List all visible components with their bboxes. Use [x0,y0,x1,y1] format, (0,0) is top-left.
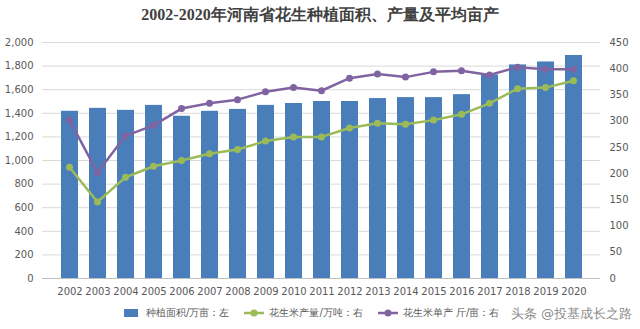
svg-text:200: 200 [610,168,629,179]
svg-text:1,200: 1,200 [5,131,34,142]
svg-text:1,800: 1,800 [5,60,34,71]
svg-text:2012: 2012 [337,286,362,297]
svg-text:2017: 2017 [477,286,502,297]
svg-text:2002: 2002 [57,286,82,297]
svg-text:2007: 2007 [197,286,222,297]
svg-text:400: 400 [610,63,629,74]
svg-text:2009: 2009 [253,286,278,297]
svg-text:600: 600 [14,202,33,213]
svg-text:0: 0 [27,273,33,284]
html-text:2002-2020年河南省花生种植面积、产量及平均亩产: 2002-2020年河南省花生种植面积、产量及平均亩产 [141,6,499,23]
html-text:花生米产量/万吨：右: 花生米产量/万吨：右 [269,307,363,318]
svg-text:1,600: 1,600 [5,84,34,95]
svg-text:300: 300 [610,115,629,126]
svg-text:2010: 2010 [281,286,306,297]
svg-text:350: 350 [610,89,629,100]
html-text:头条 @投基成长之路: 头条 @投基成长之路 [510,306,632,321]
svg-text:2014: 2014 [393,286,418,297]
svg-text:1,400: 1,400 [5,108,34,119]
svg-text:2015: 2015 [421,286,446,297]
svg-text:2003: 2003 [85,286,110,297]
svg-text:50: 50 [610,246,623,257]
svg-text:2011: 2011 [309,286,334,297]
svg-text:200: 200 [14,249,33,260]
svg-text:2018: 2018 [505,286,530,297]
svg-text:250: 250 [610,142,629,153]
svg-text:800: 800 [14,178,33,189]
svg-text:150: 150 [610,194,629,205]
svg-text:2006: 2006 [169,286,194,297]
svg-text:100: 100 [610,220,629,231]
html-text:种植面积/万亩：左: 种植面积/万亩：左 [146,307,230,318]
svg-text:2016: 2016 [449,286,474,297]
svg-text:2,000: 2,000 [5,37,34,48]
svg-text:2020: 2020 [561,286,586,297]
svg-text:450: 450 [610,37,629,48]
svg-text:0: 0 [610,273,616,284]
svg-text:2019: 2019 [533,286,558,297]
svg-text:2005: 2005 [141,286,166,297]
svg-text:1,000: 1,000 [5,155,34,166]
svg-text:2013: 2013 [365,286,390,297]
svg-text:400: 400 [14,226,33,237]
svg-text:2008: 2008 [225,286,250,297]
html-text:花生米单产 斤/亩：右: 花生米单产 斤/亩：右 [402,307,500,318]
svg-text:2004: 2004 [113,286,138,297]
